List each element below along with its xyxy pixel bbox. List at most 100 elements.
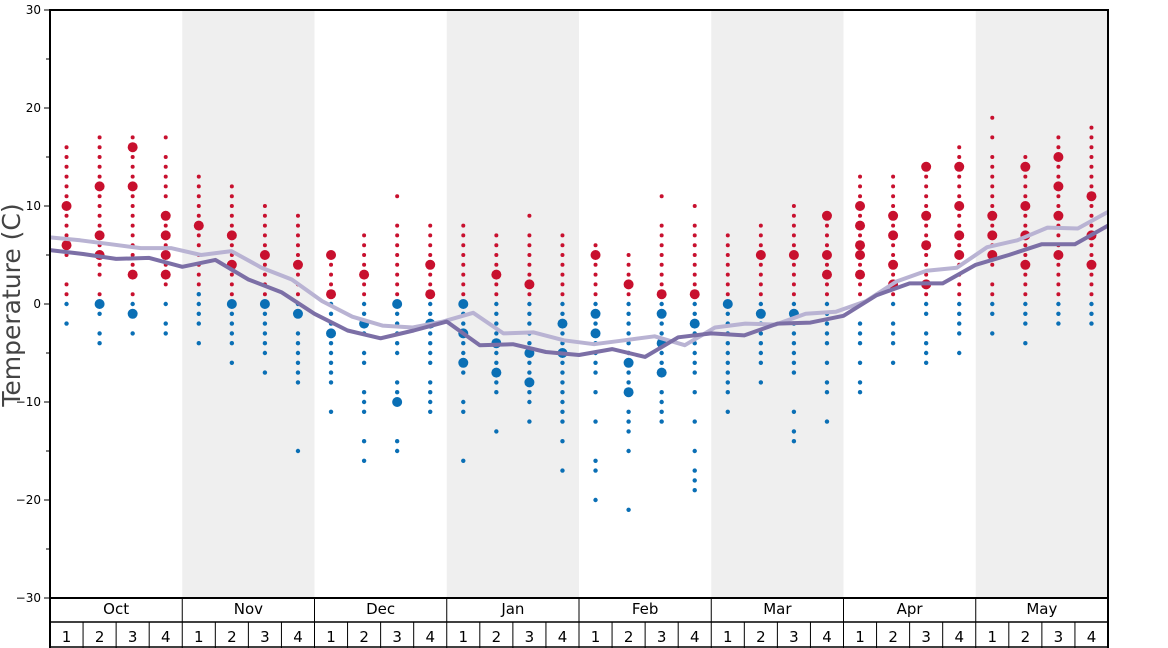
cold-dot bbox=[857, 380, 863, 385]
warm-dot bbox=[262, 233, 267, 238]
cold-dot bbox=[626, 331, 631, 336]
cold-dot bbox=[163, 321, 168, 326]
warm-dot bbox=[891, 223, 896, 228]
warm-dot bbox=[362, 282, 367, 287]
warm-dot bbox=[1056, 272, 1061, 277]
warm-dot bbox=[97, 145, 102, 150]
cold-dot bbox=[527, 341, 532, 346]
warm-dot bbox=[957, 243, 962, 248]
warm-dot bbox=[461, 282, 466, 287]
month-band-may bbox=[975, 10, 1108, 598]
warm-dot bbox=[1053, 210, 1064, 221]
warm-dot bbox=[855, 269, 866, 280]
warm-dot bbox=[725, 253, 730, 257]
warm-dot bbox=[229, 213, 234, 218]
cold-dot bbox=[326, 328, 337, 339]
warm-dot bbox=[259, 250, 270, 260]
warm-dot bbox=[527, 253, 532, 257]
warm-dot bbox=[656, 289, 667, 300]
warm-dot bbox=[1056, 174, 1061, 179]
warm-dot bbox=[593, 282, 598, 287]
warm-dot bbox=[987, 230, 998, 241]
cold-dot bbox=[626, 321, 631, 326]
cold-dot bbox=[957, 331, 962, 336]
warm-dot bbox=[395, 223, 400, 228]
cold-dot bbox=[262, 350, 268, 356]
cold-dot bbox=[527, 370, 532, 375]
cold-dot bbox=[361, 360, 367, 365]
cold-dot bbox=[560, 311, 565, 316]
week-label: 3 bbox=[657, 628, 667, 646]
warm-dot bbox=[924, 174, 929, 179]
cold-dot bbox=[593, 419, 598, 424]
warm-dot bbox=[461, 233, 466, 238]
cold-dot bbox=[428, 311, 433, 316]
warm-dot bbox=[758, 233, 763, 238]
warm-dot bbox=[659, 243, 664, 248]
cold-dot bbox=[394, 341, 400, 346]
month-label: Dec bbox=[366, 600, 395, 618]
warm-dot bbox=[626, 292, 631, 297]
cold-dot bbox=[923, 350, 929, 356]
warm-dot bbox=[560, 233, 565, 238]
warm-dot bbox=[527, 243, 532, 248]
warm-dot bbox=[990, 223, 995, 228]
cold-dot bbox=[755, 308, 766, 319]
cold-dot bbox=[689, 318, 700, 329]
warm-dot bbox=[61, 240, 72, 251]
week-label: 4 bbox=[1087, 628, 1097, 646]
cold-dot bbox=[692, 360, 697, 365]
warm-dot bbox=[924, 184, 929, 189]
warm-dot bbox=[990, 115, 995, 120]
cold-dot bbox=[626, 507, 631, 512]
warm-dot bbox=[428, 282, 433, 287]
cold-dot bbox=[196, 292, 201, 297]
warm-dot bbox=[1023, 194, 1028, 199]
warm-dot bbox=[163, 135, 168, 140]
cold-dot bbox=[824, 390, 830, 395]
cold-dot bbox=[659, 419, 664, 424]
month-band-jan bbox=[446, 10, 579, 598]
warm-dot bbox=[1056, 233, 1061, 238]
warm-dot bbox=[130, 174, 135, 179]
cold-dot bbox=[857, 321, 863, 326]
warm-dot bbox=[891, 292, 896, 297]
cold-dot bbox=[725, 390, 730, 395]
week-label: 4 bbox=[690, 628, 700, 646]
cold-dot bbox=[494, 331, 499, 336]
warm-dot bbox=[990, 194, 995, 199]
cold-dot bbox=[626, 448, 631, 454]
cold-dot bbox=[593, 390, 598, 395]
cold-dot bbox=[461, 399, 466, 405]
cold-dot bbox=[593, 301, 598, 307]
cold-dot bbox=[692, 419, 697, 424]
y-tick-label: −20 bbox=[16, 493, 41, 507]
warm-dot bbox=[130, 155, 135, 159]
warm-dot bbox=[824, 233, 829, 238]
cold-dot bbox=[560, 409, 565, 414]
month-label: Feb bbox=[632, 600, 659, 618]
warm-dot bbox=[262, 204, 267, 208]
cold-dot bbox=[659, 301, 664, 307]
y-axis: −30 −20 −10 0 10 20 30 bbox=[16, 3, 50, 605]
cold-dot bbox=[791, 409, 797, 414]
cold-dot bbox=[494, 390, 499, 395]
warm-dot bbox=[954, 250, 965, 260]
cold-dot bbox=[428, 341, 433, 346]
warm-dot bbox=[127, 269, 138, 280]
cold-dot bbox=[394, 350, 400, 356]
y-tick-label: −10 bbox=[16, 395, 41, 409]
week-label: 3 bbox=[392, 628, 402, 646]
cold-dot bbox=[295, 360, 301, 365]
warm-dot bbox=[1023, 223, 1028, 228]
warm-dot bbox=[130, 292, 135, 297]
warm-dot bbox=[791, 282, 796, 287]
cold-dot bbox=[957, 311, 962, 316]
cold-dot bbox=[392, 299, 403, 309]
cold-dot bbox=[923, 360, 929, 365]
cold-dot bbox=[295, 341, 301, 346]
cold-dot bbox=[229, 341, 235, 346]
warm-dot bbox=[791, 213, 796, 218]
warm-dot bbox=[1023, 292, 1028, 297]
